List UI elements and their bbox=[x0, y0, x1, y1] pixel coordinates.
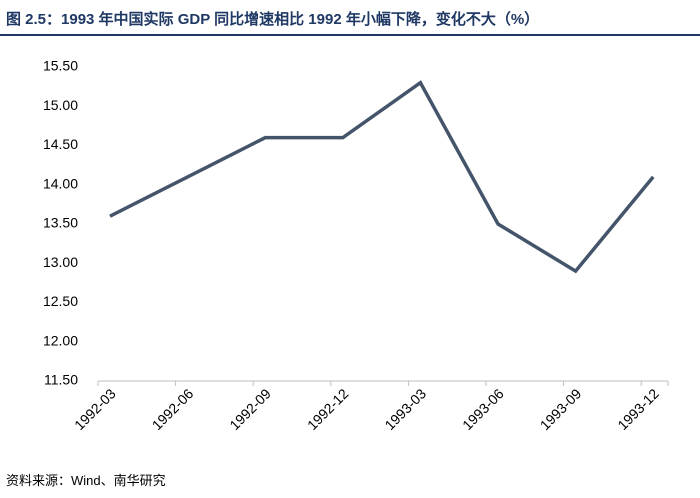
y-tick-label: 12.50 bbox=[43, 293, 78, 309]
x-tick-label: 1993-03 bbox=[381, 385, 429, 433]
y-tick-label: 14.50 bbox=[43, 136, 78, 152]
x-tick-label: 1993-12 bbox=[614, 385, 662, 433]
title-rule bbox=[0, 34, 700, 36]
y-tick-label: 15.50 bbox=[43, 58, 78, 74]
y-tick-label: 13.50 bbox=[43, 215, 78, 231]
x-tick-label: 1992-06 bbox=[149, 385, 197, 433]
y-tick-label: 12.00 bbox=[43, 332, 78, 348]
x-tick-label: 1993-06 bbox=[459, 385, 507, 433]
x-tick-label: 1992-03 bbox=[71, 385, 119, 433]
source-note: 资料来源：Wind、南华研究 bbox=[6, 473, 166, 488]
y-tick-label: 14.00 bbox=[43, 175, 78, 191]
x-tick-label: 1992-12 bbox=[304, 385, 352, 433]
x-tick-label: 1993-09 bbox=[537, 385, 585, 433]
y-tick-label: 13.00 bbox=[43, 254, 78, 270]
x-tick-label: 1992-09 bbox=[226, 385, 274, 433]
chart-title: 图 2.5：1993 年中国实际 GDP 同比增速相比 1992 年小幅下降，变… bbox=[6, 11, 540, 28]
y-tick-label: 11.50 bbox=[44, 372, 78, 388]
data-line bbox=[109, 80, 655, 274]
y-tick-label: 15.00 bbox=[43, 97, 78, 113]
